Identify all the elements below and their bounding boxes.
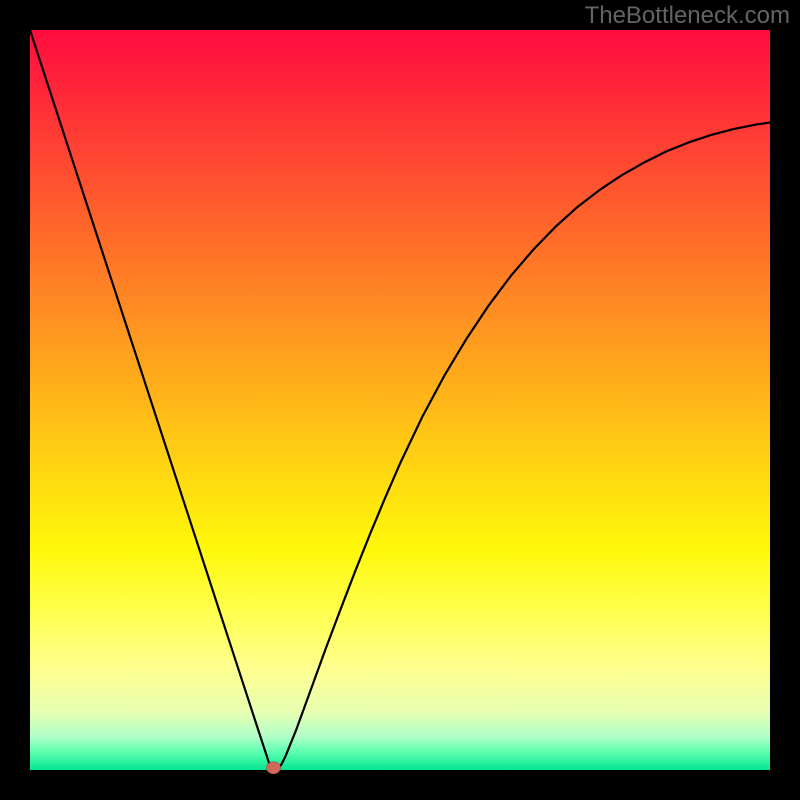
watermark-text: TheBottleneck.com <box>585 2 790 30</box>
minimum-marker <box>266 762 280 774</box>
chart-container: TheBottleneck.com <box>0 0 800 800</box>
bottleneck-chart <box>0 0 800 800</box>
plot-background <box>30 30 770 770</box>
